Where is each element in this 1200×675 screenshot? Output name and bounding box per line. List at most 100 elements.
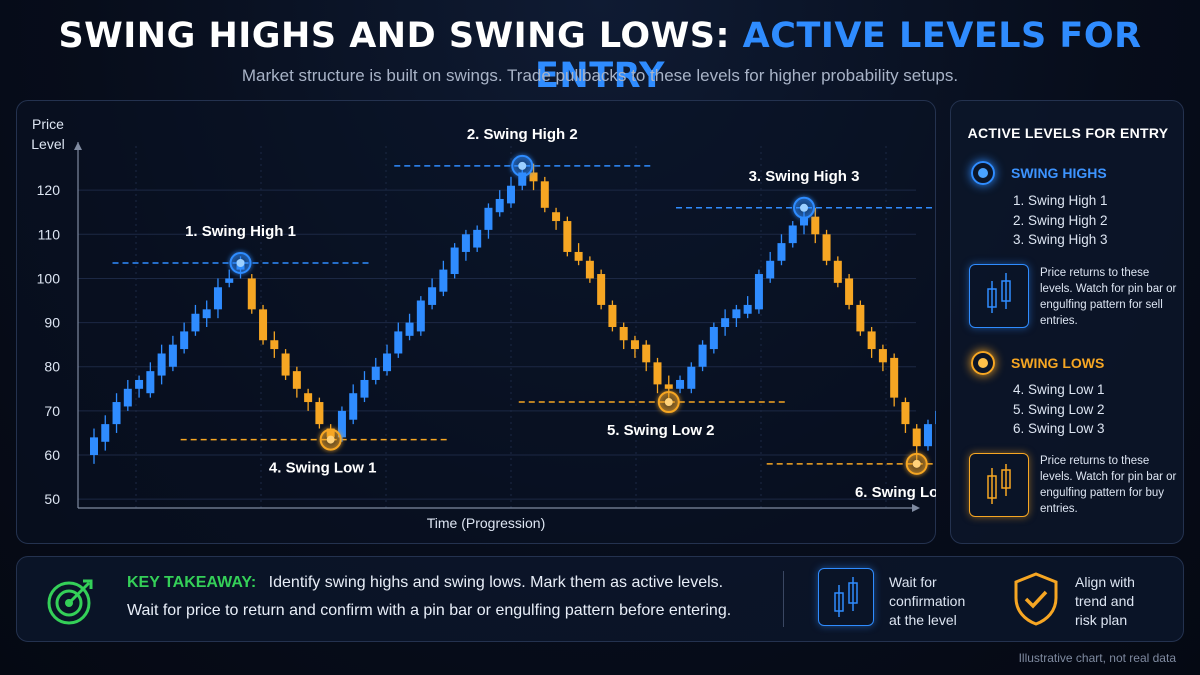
candle-body: [732, 309, 741, 319]
title-main: SWING HIGHS AND SWING LOWS:: [58, 16, 730, 56]
swing-lows-header: SWING LOWS: [971, 351, 1104, 375]
candle-body: [811, 216, 820, 235]
candle-body: [901, 402, 910, 425]
candle-body: [529, 172, 538, 182]
y-tick-label: 120: [37, 182, 61, 198]
list-item: 4. Swing Low 1: [1013, 382, 1105, 397]
candle-body: [552, 212, 561, 222]
candle-body: [112, 402, 121, 425]
candle-body: [856, 304, 865, 332]
candle-body: [923, 424, 932, 447]
title-highlight: ACTIVE LEVELS FOR ENTRY: [535, 16, 1142, 96]
candle-body: [484, 207, 493, 230]
disclaimer: Illustrative chart, not real data: [1018, 651, 1176, 665]
candle-body: [506, 185, 515, 204]
y-tick-label: 100: [37, 270, 61, 286]
candle-body: [597, 274, 606, 305]
tip-confirmation: Wait for confirmation at the level: [889, 574, 966, 628]
candle-body: [281, 353, 290, 376]
swing-high-marker-core: [518, 161, 527, 170]
divider: [783, 571, 784, 627]
candle-body: [191, 313, 200, 332]
candle-body: [371, 366, 380, 380]
candle-body: [754, 274, 763, 310]
candle-body: [518, 172, 527, 186]
y-tick-label: 70: [44, 403, 60, 419]
tip-trend: Align with trend and risk plan: [1075, 574, 1135, 628]
candle-body: [822, 234, 831, 261]
takeaway-line-1: KEY TAKEAWAY: Identify swing highs and s…: [127, 574, 723, 592]
candle-body: [867, 331, 876, 350]
sell-candlestick-icon: [969, 264, 1029, 328]
takeaway-panel: KEY TAKEAWAY: Identify swing highs and s…: [16, 556, 1184, 642]
chart-panel: [16, 100, 936, 544]
candle-body: [135, 379, 144, 389]
candle-body: [383, 353, 392, 372]
swing-high-marker-core: [800, 203, 809, 212]
candle-body: [642, 344, 651, 363]
list-item: 2. Swing High 2: [1013, 212, 1108, 228]
list-item: 1. Swing High 1: [1013, 193, 1108, 208]
x-axis-label: Time (Progression): [427, 515, 546, 531]
candle-body: [687, 366, 696, 389]
candle-body: [292, 371, 301, 389]
candle-body: [337, 410, 346, 438]
candle-body: [721, 318, 730, 327]
candle-body: [743, 304, 752, 314]
candle-body: [845, 278, 854, 305]
candle-body: [90, 437, 98, 456]
candle-body: [146, 371, 155, 394]
candle-body: [540, 181, 549, 208]
active-levels-panel: ACTIVE LEVELS FOR ENTRY SWING HIGHS 1. S…: [950, 100, 1184, 544]
y-tick-label: 60: [44, 447, 60, 463]
candle-body: [495, 198, 504, 213]
candle-body: [180, 331, 189, 350]
swing-low-marker-core: [326, 435, 335, 444]
takeaway-text-1: Identify swing highs and swing lows. Mar…: [268, 574, 724, 591]
y-tick-label: 90: [44, 315, 60, 331]
y-axis-label: Price: [32, 116, 64, 132]
candle-body: [664, 384, 673, 389]
blue-dot-icon: [971, 161, 995, 185]
swing-high-label: 3. Swing High 3: [749, 168, 860, 185]
candlestick-icon: [818, 568, 874, 626]
y-axis-arrow: [74, 142, 82, 150]
y-axis-label: Level: [31, 136, 64, 152]
y-tick-label: 110: [38, 226, 61, 242]
page-subtitle: Market structure is built on swings. Tra…: [241, 66, 959, 85]
candle-body: [349, 393, 358, 420]
candle-body: [428, 287, 437, 305]
list-item: 6. Swing Low 3: [1013, 421, 1105, 436]
y-tick-label: 50: [44, 491, 60, 507]
candle-body: [698, 344, 707, 367]
candle-body: [168, 344, 177, 367]
takeaway-text-2: Wait for price to return and confirm wit…: [127, 602, 732, 619]
candle-body: [394, 331, 403, 354]
candle-body: [450, 247, 459, 275]
candle-body: [225, 278, 234, 283]
swing-chart: 50 60 70 80 90 100 110 120 Price Level Time (Progr…: [31, 116, 936, 531]
side-panel-title: ACTIVE LEVELS FOR ENTRY: [967, 125, 1169, 141]
x-axis-arrow: [912, 504, 920, 512]
candle-body: [473, 229, 482, 248]
buy-note: Price returns to these levels. Watch for…: [1040, 455, 1177, 515]
swing-highs-list: 1. Swing High 1 2. Swing High 2 3. Swing…: [1013, 191, 1108, 250]
list-item: 3. Swing High 3: [1013, 232, 1108, 247]
candle-body: [878, 349, 887, 363]
candle-body: [574, 251, 583, 261]
sell-note: Price returns to these levels. Watch for…: [1040, 267, 1177, 327]
candle-body: [608, 304, 617, 327]
swing-high-label: 2. Swing High 2: [467, 126, 578, 143]
candle-body: [202, 309, 211, 319]
candle-body: [123, 388, 132, 407]
swing-lows-title: SWING LOWS: [1011, 355, 1105, 371]
candle-body: [630, 340, 639, 350]
candle-body: [619, 327, 628, 341]
candle-body: [270, 340, 279, 350]
candle-body: [416, 300, 425, 332]
candle-body: [157, 353, 166, 376]
candle-body: [777, 243, 786, 261]
candle-body: [213, 287, 222, 310]
gold-dot-icon: [971, 351, 995, 375]
candle-body: [766, 260, 775, 279]
